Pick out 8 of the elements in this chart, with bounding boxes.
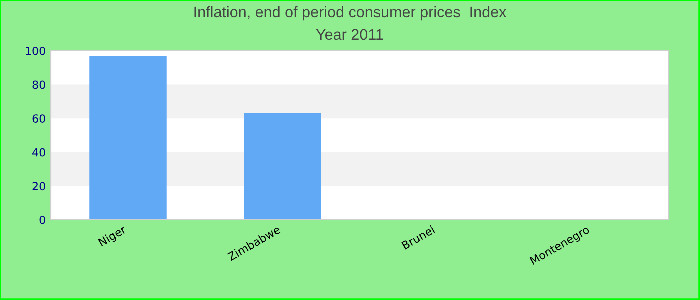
y-tick-label: 60 [32,114,46,123]
y-tick-label: 20 [32,182,46,191]
y-tick-label: 40 [32,148,46,157]
y-tick-label: 100 [26,46,46,56]
y-tick-label: 80 [32,80,46,90]
chart-subtitle: Year 2011 [316,29,384,40]
y-tick-label: 0 [40,216,46,224]
chart-title: Inflation, end of period consumer prices Index [194,6,507,21]
